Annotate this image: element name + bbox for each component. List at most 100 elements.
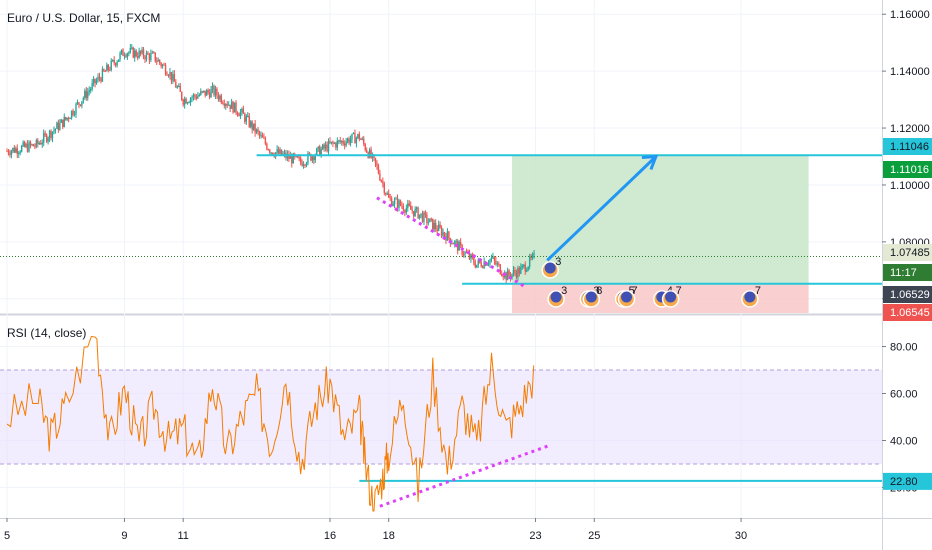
candle-body (530, 256, 532, 258)
candle-body (526, 270, 528, 272)
candle-body (313, 156, 315, 161)
price-tag[interactable]: 1.06545 (883, 304, 932, 321)
candle-body (244, 113, 246, 122)
candle-body (15, 148, 17, 153)
candle-body (410, 205, 412, 210)
candle-body (189, 98, 192, 103)
candle-body (173, 74, 176, 82)
candle-body (219, 95, 221, 100)
candle-body (208, 92, 211, 98)
candle-body (518, 268, 521, 274)
rsi-title[interactable]: RSI (14, close) (7, 326, 87, 340)
event-badge-count: 7 (632, 285, 638, 297)
candle-body (520, 267, 522, 274)
candle-body (147, 52, 149, 55)
candle-body (84, 90, 86, 99)
candle-body (238, 114, 240, 117)
candle-body (432, 218, 434, 230)
candle-body (164, 65, 167, 74)
price-tag[interactable]: 1.11046 (883, 138, 932, 155)
price-tag[interactable]: 1.06529 (883, 286, 932, 303)
candle-body (160, 63, 162, 67)
candle-body (198, 94, 201, 96)
candle-body (167, 75, 170, 77)
time-tick-label: 25 (588, 530, 600, 542)
event-badge[interactable]: 7 (741, 285, 761, 308)
candle-body (376, 163, 378, 166)
candle-body (424, 212, 427, 215)
candle-body (357, 134, 359, 138)
candle-body (523, 264, 525, 266)
symbol-title[interactable]: Euro / U.S. Dollar, 15, FXCM (7, 11, 161, 25)
candle-body (200, 91, 202, 95)
candle-body (38, 143, 40, 145)
candle-body (178, 85, 180, 87)
candle-body (326, 144, 328, 152)
candle-body (301, 162, 303, 166)
price-tag[interactable]: 1.11016 (883, 161, 932, 178)
drawing-annotations[interactable]: 333857477 (0, 154, 882, 308)
candle-body (214, 88, 217, 96)
candle-body (392, 204, 394, 206)
candle-body (81, 101, 83, 106)
price-tag-label: 1.11046 (890, 141, 929, 153)
candle-body (471, 254, 474, 258)
candle-body (333, 143, 336, 145)
event-badge-count: 5 (629, 285, 635, 297)
candle-body (277, 149, 280, 154)
candle-body (361, 138, 363, 140)
candle-body (298, 157, 300, 159)
candle-body (163, 64, 165, 66)
price-tag[interactable]: 11:17 (883, 264, 932, 281)
candle-body (85, 90, 87, 98)
price-trendline (376, 196, 525, 288)
candle-body (514, 270, 516, 273)
flag-icon-inner (550, 291, 562, 303)
time-tick-label: 16 (324, 530, 336, 542)
event-badge[interactable]: 3 (541, 256, 561, 279)
event-badge[interactable]: 7 (661, 285, 682, 308)
candle-body (191, 97, 193, 99)
time-tick-label: 5 (4, 530, 10, 542)
candle-body (158, 59, 161, 64)
event-badge[interactable]: 3 (547, 285, 567, 308)
candle-body (408, 203, 410, 206)
candle-body (457, 241, 459, 251)
candle-body (51, 131, 54, 138)
event-badge[interactable]: 8 (582, 285, 602, 308)
candle-body (493, 256, 496, 261)
candle-body (411, 209, 413, 212)
candle-body (144, 56, 146, 60)
price-tag[interactable]: 1.07485 (883, 244, 932, 261)
candle-body (468, 252, 471, 259)
candle-body (272, 152, 274, 156)
candle-body (269, 150, 271, 153)
candle-body (338, 140, 340, 142)
candle-body (213, 85, 215, 96)
candle-body (154, 52, 156, 62)
candle-body (499, 264, 501, 275)
candle-body (216, 88, 218, 96)
candle-body (183, 98, 186, 105)
candle-body (53, 130, 55, 132)
candle-body (78, 102, 80, 105)
time-tick-label: 11 (177, 530, 188, 542)
candle-body (358, 134, 361, 139)
candle-body (339, 140, 341, 143)
candle-body (179, 85, 181, 92)
candle-body (76, 102, 79, 104)
candle-body (63, 117, 65, 127)
candle-body (470, 254, 472, 259)
candle-body (528, 256, 531, 267)
rsi-band (0, 370, 882, 464)
candle-body (153, 52, 155, 54)
candle-body (254, 123, 256, 133)
event-badge-count: 8 (596, 285, 602, 297)
candle-body (498, 263, 500, 265)
candle-body (19, 151, 21, 153)
event-badge[interactable]: 7 (617, 285, 638, 308)
candle-body (299, 157, 302, 163)
candle-body (57, 122, 60, 130)
price-tag-bg (883, 304, 932, 321)
